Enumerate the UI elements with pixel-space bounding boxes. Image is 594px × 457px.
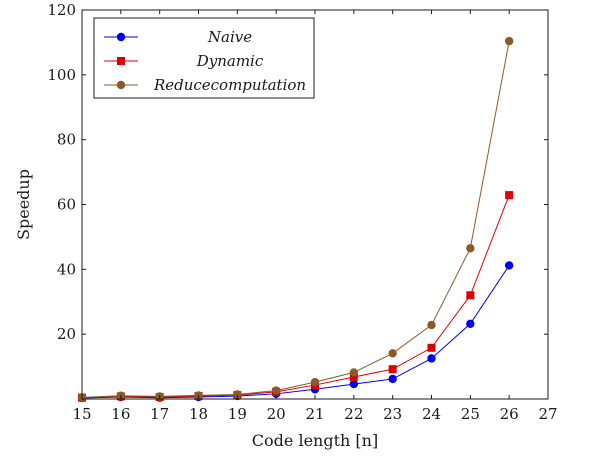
x-tick-label: 26 xyxy=(500,405,519,423)
data-point-reducecomputation xyxy=(349,368,359,377)
x-tick-label: 25 xyxy=(461,405,480,423)
legend-label-reducecomputation: Reducecomputation xyxy=(153,76,306,94)
data-point-reducecomputation xyxy=(271,386,281,395)
data-point-naive xyxy=(427,354,436,363)
y-tick-label: 20 xyxy=(57,325,76,343)
legend: Naive Dynamic Reducecomputation xyxy=(93,17,315,99)
data-point-dynamic xyxy=(388,365,397,374)
y-tick-label: 60 xyxy=(57,196,76,214)
x-tick-label: 15 xyxy=(72,405,91,423)
data-point-naive xyxy=(349,379,359,389)
data-point-dynamic xyxy=(349,372,358,381)
y-tick-label: 80 xyxy=(57,131,76,149)
series-line-reducecomputation xyxy=(81,41,510,398)
data-point-reducecomputation xyxy=(233,390,242,399)
legend-label-naive: Naive xyxy=(207,28,252,46)
data-point-dynamic xyxy=(427,343,436,352)
y-tick-label: 120 xyxy=(47,1,76,19)
data-point-naive xyxy=(466,319,475,328)
x-tick-label: 21 xyxy=(305,405,324,423)
x-tick-label: 20 xyxy=(267,405,286,423)
data-point-naive xyxy=(388,374,397,384)
data-point-reducecomputation xyxy=(427,320,436,330)
axis-ticks: 15 16 17 18 19 20 21 22 23 24 25 26 27 20 40 60 80 100 120 xyxy=(47,1,557,423)
data-point-dynamic xyxy=(505,191,514,200)
y-axis-label: Speedup xyxy=(14,169,33,240)
x-tick-label: 16 xyxy=(111,405,130,423)
series-line-naive xyxy=(81,265,510,399)
x-tick-label: 22 xyxy=(344,405,363,423)
x-tick-label: 19 xyxy=(228,405,247,423)
data-point-reducecomputation xyxy=(388,349,397,358)
x-tick-label: 17 xyxy=(150,405,169,423)
x-tick-label: 18 xyxy=(189,405,208,423)
legend-marker-naive xyxy=(116,32,126,42)
x-axis-label: Code length [n] xyxy=(252,431,378,450)
series-line-dynamic xyxy=(81,194,510,399)
x-tick-label: 23 xyxy=(383,405,402,423)
y-tick-label: 40 xyxy=(57,260,76,278)
x-tick-label: 24 xyxy=(422,405,441,423)
data-point-dynamic xyxy=(466,291,475,300)
data-point-reducecomputation xyxy=(310,377,320,387)
legend-marker-dynamic xyxy=(117,57,125,65)
y-tick-label: 100 xyxy=(47,66,76,84)
data-point-reducecomputation xyxy=(466,244,475,253)
x-tick-label: 27 xyxy=(538,405,557,423)
data-point-naive xyxy=(504,261,514,270)
legend-label-dynamic: Dynamic xyxy=(196,52,264,70)
data-point-reducecomputation xyxy=(504,36,514,46)
legend-marker-reducecomputation xyxy=(116,80,126,90)
